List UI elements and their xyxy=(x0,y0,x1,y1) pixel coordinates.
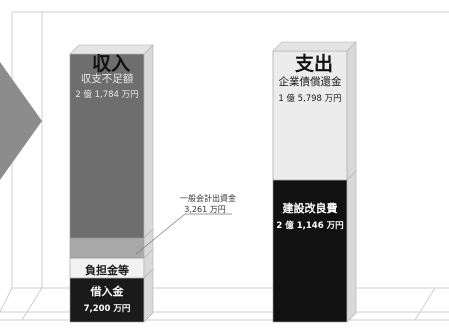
segment-label: 企業債償還金 xyxy=(279,75,342,88)
category-label: 支出 xyxy=(294,52,333,75)
bar-segment-0-0 xyxy=(69,277,145,323)
bar-segment-1-0 xyxy=(272,179,348,323)
callout-leader-line xyxy=(135,213,186,255)
segment-label: 負担金等 xyxy=(85,263,129,277)
bar-side-1-0 xyxy=(346,170,357,323)
segment-value-label: 1 億 5,798 万円 xyxy=(278,93,341,104)
bar-segment-0-2 xyxy=(69,237,145,259)
segment-value-label: 3,261 万円 xyxy=(184,205,225,214)
segment-value-label: 4,698 万円 xyxy=(91,281,135,291)
segment-label: 一般会計出資金 xyxy=(180,193,236,203)
bar-side-0-3 xyxy=(143,44,154,239)
bar-segment-0-3 xyxy=(69,53,145,239)
segment-value-label: 7,200 万円 xyxy=(84,304,131,314)
segment-label: 収支不足額 xyxy=(81,72,134,85)
segment-value-label: 2 億 1,784 万円 xyxy=(75,89,138,100)
bar-top-1 xyxy=(272,41,357,52)
chart-frame xyxy=(0,11,449,321)
segment-label: 借入金 xyxy=(90,284,125,298)
segment-value-label: 2 億 1,146 万円 xyxy=(276,220,343,231)
category-label: 収入 xyxy=(92,53,130,75)
arrow-shape xyxy=(0,62,42,180)
segment-label: 建設改良費 xyxy=(283,201,338,215)
bar-top-0 xyxy=(69,44,154,55)
bar-segment-1-1 xyxy=(272,50,348,181)
bar-side-1-1 xyxy=(346,41,357,181)
